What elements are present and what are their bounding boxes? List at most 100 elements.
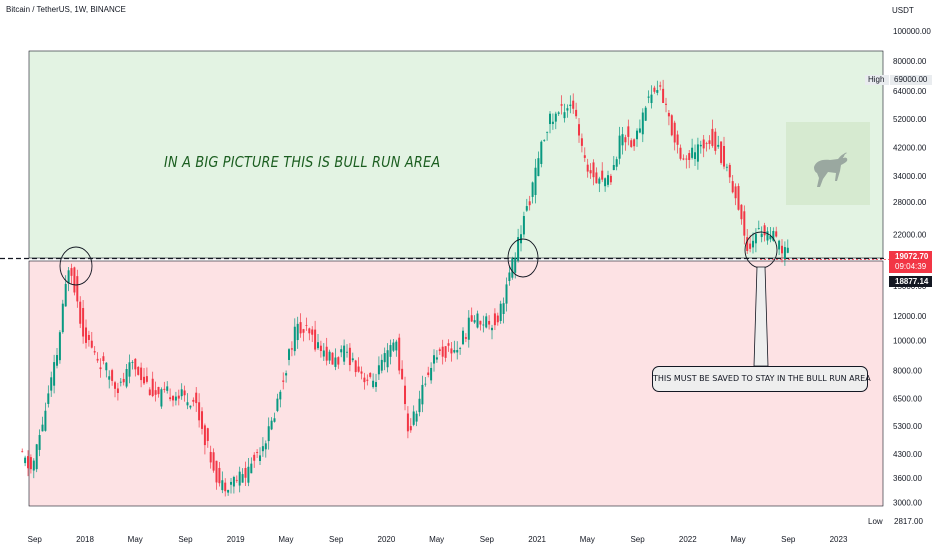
candle xyxy=(482,315,485,333)
candle xyxy=(331,352,334,365)
candle xyxy=(786,239,789,254)
candle xyxy=(618,126,621,165)
candle xyxy=(148,387,151,396)
y-tick-label: 12000.00 xyxy=(893,312,927,321)
candle xyxy=(296,316,299,349)
callout-box: THIS MUST BE SAVED TO STAY IN THE BULL R… xyxy=(652,366,871,392)
candle xyxy=(743,205,746,245)
candle xyxy=(151,371,154,398)
candle xyxy=(720,141,723,165)
price-axis[interactable]: 100000.00 80000.00 64000.00 52000.00 42000.0… xyxy=(893,27,931,508)
candle xyxy=(766,227,769,245)
candle xyxy=(572,93,575,114)
y-tick-label: 64000.00 xyxy=(893,87,927,96)
candle xyxy=(122,372,125,386)
candle xyxy=(169,388,172,402)
y-tick-label: 22000.00 xyxy=(893,231,927,240)
candle xyxy=(711,119,714,148)
candle xyxy=(44,402,47,432)
candle xyxy=(676,130,679,154)
candle xyxy=(102,352,105,365)
candle xyxy=(583,147,586,162)
candle xyxy=(531,181,534,204)
candle xyxy=(369,372,372,379)
candle xyxy=(769,226,772,243)
candle xyxy=(401,360,404,380)
candle xyxy=(186,393,189,410)
candle xyxy=(340,345,343,358)
candle xyxy=(319,340,322,358)
candle xyxy=(276,393,279,413)
candle xyxy=(554,111,557,130)
y-tick-label: 80000.00 xyxy=(893,57,927,66)
bull-run-area-text: IN A BIG PICTURE THIS IS BULL RUN AREA xyxy=(164,153,441,171)
candle xyxy=(203,423,206,455)
candle xyxy=(232,475,235,494)
candle xyxy=(740,204,743,225)
candle xyxy=(70,263,73,284)
candle xyxy=(114,380,117,398)
time-axis[interactable]: Sep 2018 May Sep 2019 May Sep 2020 May Sep 2021 May… xyxy=(28,535,848,544)
candle xyxy=(540,140,543,168)
candle xyxy=(96,352,99,363)
candle xyxy=(131,360,134,370)
candle xyxy=(630,138,633,148)
candle xyxy=(551,113,554,130)
candle xyxy=(752,232,755,254)
candle xyxy=(485,313,488,329)
candle xyxy=(348,343,351,372)
candle xyxy=(499,300,502,324)
x-tick-label: 2022 xyxy=(679,535,697,544)
y-tick-label: 4300.00 xyxy=(893,450,922,459)
candle xyxy=(285,370,288,383)
candle xyxy=(308,327,311,341)
candle xyxy=(731,175,734,194)
candle xyxy=(415,410,418,427)
candle xyxy=(682,154,685,161)
candle xyxy=(389,339,392,365)
candle xyxy=(644,105,647,121)
symbol-title[interactable]: Bitcain / TetherUS, 1W, BINANCE xyxy=(6,5,126,14)
candle xyxy=(395,339,398,357)
candle xyxy=(421,375,424,413)
candle xyxy=(79,296,82,329)
candle xyxy=(140,362,143,388)
candle xyxy=(108,370,111,389)
candle xyxy=(723,136,726,170)
candle xyxy=(189,405,192,410)
candle xyxy=(638,119,641,134)
candle xyxy=(82,299,85,344)
candle xyxy=(375,373,378,392)
candle xyxy=(609,173,612,185)
candle xyxy=(177,389,180,406)
candle xyxy=(247,457,250,487)
x-tick-label: May xyxy=(429,535,444,544)
x-tick-label: Sep xyxy=(329,535,344,544)
candle xyxy=(366,374,369,386)
candle xyxy=(546,131,549,141)
candle xyxy=(459,346,462,355)
candle xyxy=(116,382,119,401)
current-price-badge[interactable]: 19072.70 09:04:39 xyxy=(889,251,932,273)
candle xyxy=(757,220,760,230)
x-tick-label: Sep xyxy=(28,535,43,544)
candle xyxy=(273,412,276,423)
support-price-badge[interactable]: 18877.14 xyxy=(889,276,932,287)
candle xyxy=(227,489,230,496)
candle xyxy=(128,354,131,384)
candle xyxy=(476,310,479,329)
candle xyxy=(241,468,244,483)
candle xyxy=(462,327,465,346)
candle xyxy=(502,297,505,324)
candle xyxy=(224,478,227,497)
candle xyxy=(430,362,433,384)
candle xyxy=(311,326,314,343)
candle xyxy=(334,348,337,371)
candle xyxy=(566,104,569,118)
candle xyxy=(418,390,421,417)
candle xyxy=(235,475,238,483)
candle xyxy=(47,385,50,408)
candle xyxy=(250,457,253,474)
candle xyxy=(667,110,670,126)
